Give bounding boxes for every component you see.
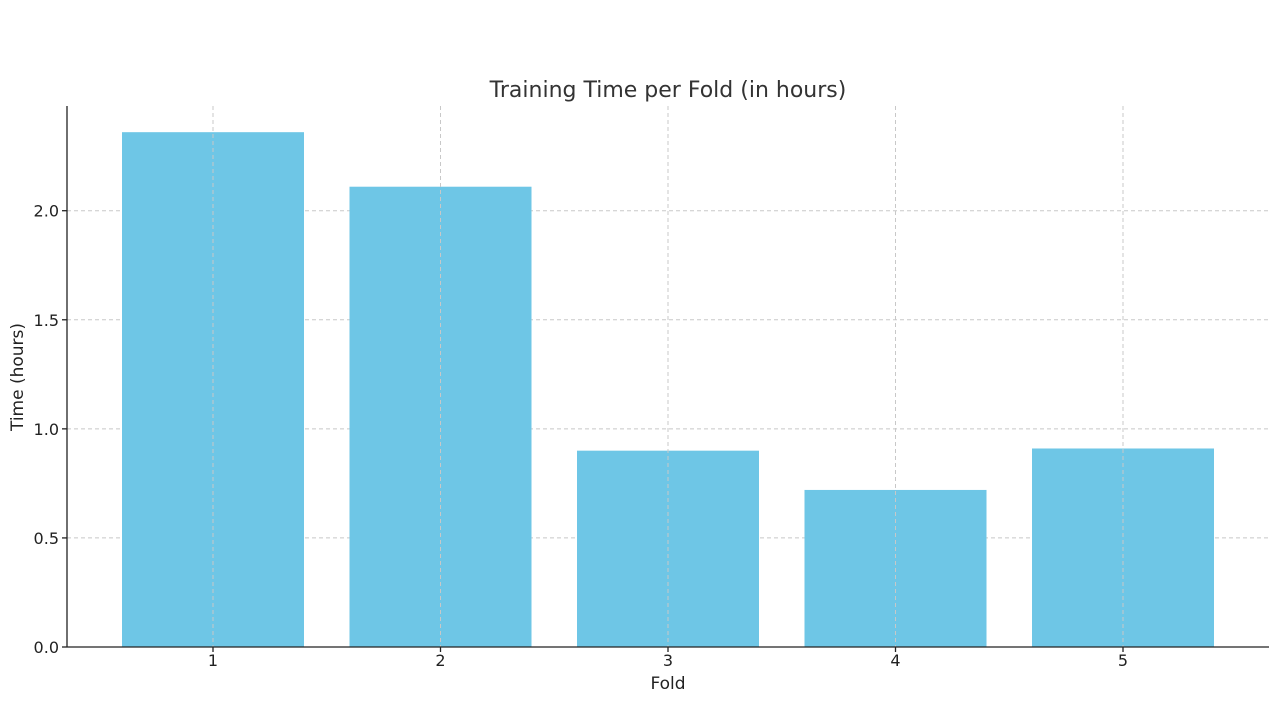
x-tick-label: 2 [435,651,445,670]
y-axis-label: Time (hours) [8,323,28,432]
x-tick-label: 5 [1118,651,1128,670]
bars [122,106,1214,647]
x-tick-label: 1 [208,651,218,670]
y-tick-label: 0.5 [34,529,59,548]
y-tick-label: 1.5 [34,311,59,330]
y-ticks: 0.0 0.5 1.0 1.5 2.0 [34,202,67,657]
y-tick-label: 0.0 [34,638,59,657]
x-axis-label: Fold [650,674,685,694]
y-tick-label: 2.0 [34,202,59,221]
x-tick-label: 4 [890,651,900,670]
y-tick-label: 1.0 [34,420,59,439]
x-ticks: 1 2 3 4 5 [208,647,1128,670]
x-tick-label: 3 [663,651,673,670]
chart-title: Training Time per Fold (in hours) [489,78,847,103]
